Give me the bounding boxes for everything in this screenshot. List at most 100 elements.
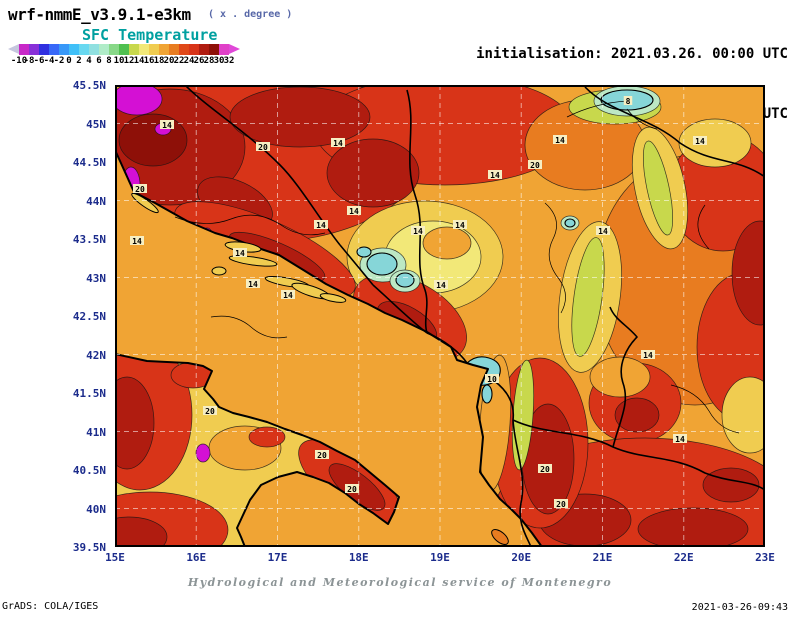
svg-text:14: 14	[413, 227, 423, 236]
service-attribution: Hydrological and Meteorological service …	[187, 576, 613, 589]
field-label: SFC Temperature	[82, 26, 218, 44]
colorbar-tick-label: 32	[223, 56, 235, 66]
colorbar-segment	[209, 44, 219, 55]
colorbar-segment	[99, 44, 109, 55]
lon-axis-label: 15E	[105, 551, 125, 564]
colorbar-segment	[29, 44, 39, 55]
colorbar-tick-label: 22	[173, 56, 185, 66]
lat-axis-label: 39.5N	[72, 541, 106, 554]
lat-axis-label: 42N	[86, 348, 106, 362]
longitude-axis: 15E 16E 17E 18E 19E 20E 21E 22E 23E	[105, 551, 775, 565]
lat-axis-label: 40N	[86, 502, 106, 516]
svg-text:14: 14	[316, 221, 326, 230]
colorbar-segment	[59, 44, 69, 55]
svg-text:20: 20	[317, 451, 327, 460]
colorbar-tick-label: 2	[76, 56, 82, 66]
lat-axis-label: 45.5N	[72, 79, 106, 92]
colorbar-segment	[79, 44, 89, 55]
svg-text:14: 14	[598, 227, 608, 236]
colorbar-tick-label: 0	[66, 56, 72, 66]
colorbar-tick-label: 14	[133, 56, 145, 66]
colorbar-segment	[39, 44, 49, 55]
lon-axis-label: 21E	[592, 551, 613, 564]
lat-axis-label: 44.5N	[72, 156, 106, 169]
colorbar-tick-label: 26	[193, 56, 205, 66]
svg-text:14: 14	[675, 435, 685, 444]
colorbar-tick-label: 20	[163, 56, 175, 66]
svg-text:14: 14	[695, 137, 705, 146]
lat-axis-label: 43.5N	[72, 233, 106, 246]
colorbar-segment	[89, 44, 99, 55]
colorbar-segment	[189, 44, 199, 55]
temperature-map-plot: 20 14 14 14 14 14 14 14 20 14 14 14 14 14 20 14 14 14 14 14…	[115, 85, 765, 547]
colorbar-segment	[119, 44, 129, 55]
svg-text:14: 14	[162, 121, 172, 130]
svg-text:14: 14	[132, 237, 142, 246]
lon-axis-label: 18E	[348, 551, 369, 564]
colorbar-tick-label: 24	[183, 56, 195, 66]
colorbar-segment	[149, 44, 159, 55]
svg-text:20: 20	[530, 161, 540, 170]
colorbar-segment	[199, 44, 209, 55]
colorbar-tick-label: -4	[43, 56, 55, 66]
colorbar-tick-label: 12	[123, 56, 135, 66]
colorbar-tick-label: 8	[106, 56, 112, 66]
svg-text:20: 20	[135, 185, 145, 194]
colorbar-tick-labels: -10 -8 -6 -4 -2 0 2 4 6 8 10 12 14 16 18 20 22 24 26 28 30 32	[8, 56, 288, 68]
colorbar-tick-label: 6	[96, 56, 102, 66]
colorbar-segment	[159, 44, 169, 55]
svg-text:20: 20	[258, 143, 268, 152]
colorbar-segments	[19, 44, 229, 55]
temperature-colorbar	[8, 44, 248, 55]
svg-text:14: 14	[555, 136, 565, 145]
colorbar-tick-label: -10	[10, 56, 28, 66]
lat-axis-label: 44N	[86, 194, 106, 208]
contour-value-labels: 20 14 14 14 14 14 14 14 20 14 14 14 14 14 20 14 14 14 14 14…	[130, 96, 707, 509]
rivers	[566, 100, 658, 130]
colorbar-segment	[69, 44, 79, 55]
colorbar-segment	[19, 44, 29, 55]
svg-text:20: 20	[540, 465, 550, 474]
svg-text:14: 14	[333, 139, 343, 148]
lat-axis-label: 41N	[86, 425, 106, 439]
latitude-axis: 45.5N 45N 44.5N 44N 43.5N 43N 42.5N 42N 41.5N 41N…	[0, 79, 110, 554]
svg-text:14: 14	[436, 281, 446, 290]
lat-axis-label: 40.5N	[72, 464, 106, 477]
colorbar-segment	[169, 44, 179, 55]
svg-text:14: 14	[235, 249, 245, 258]
svg-text:14: 14	[490, 171, 500, 180]
svg-text:14: 14	[643, 351, 653, 360]
map-frame-border	[115, 85, 765, 547]
italy-coastline	[115, 353, 400, 547]
adriatic-islands	[131, 192, 509, 545]
lon-axis-label: 19E	[430, 551, 450, 564]
temperature-field-italy	[115, 354, 399, 547]
creation-timestamp: 2021-03-26-09:43	[691, 602, 788, 613]
colorbar-segment	[109, 44, 119, 55]
svg-text:20: 20	[347, 485, 357, 494]
contour-lines	[174, 202, 740, 434]
svg-text:20: 20	[205, 407, 215, 416]
lat-axis-label: 41.5N	[72, 387, 106, 400]
colorbar-tick-label: 30	[213, 56, 225, 66]
colorbar-segment	[49, 44, 59, 55]
colorbar-tick-label: -6	[33, 56, 45, 66]
colorbar-tick-label: -8	[23, 56, 35, 66]
svg-text:14: 14	[248, 280, 258, 289]
svg-text:14: 14	[349, 207, 359, 216]
colorbar-segment	[219, 44, 229, 55]
svg-text:14: 14	[455, 221, 465, 230]
colorbar-tick-label: 16	[143, 56, 155, 66]
lat-axis-label: 43N	[86, 271, 106, 285]
colorbar-tick-label: -2	[53, 56, 65, 66]
svg-text:8: 8	[626, 97, 631, 106]
lat-axis-label: 45N	[86, 117, 106, 131]
colorbar-segment	[179, 44, 189, 55]
lon-axis-label: 20E	[511, 551, 532, 564]
lon-axis-label: 22E	[673, 551, 694, 564]
svg-text:10: 10	[487, 375, 497, 384]
colorbar-segment	[129, 44, 139, 55]
svg-text:20: 20	[556, 500, 566, 509]
map: 20 14 14 14 14 14 14 14 20 14 14 14 14 14 20 14 14 14 14 14…	[115, 85, 765, 547]
